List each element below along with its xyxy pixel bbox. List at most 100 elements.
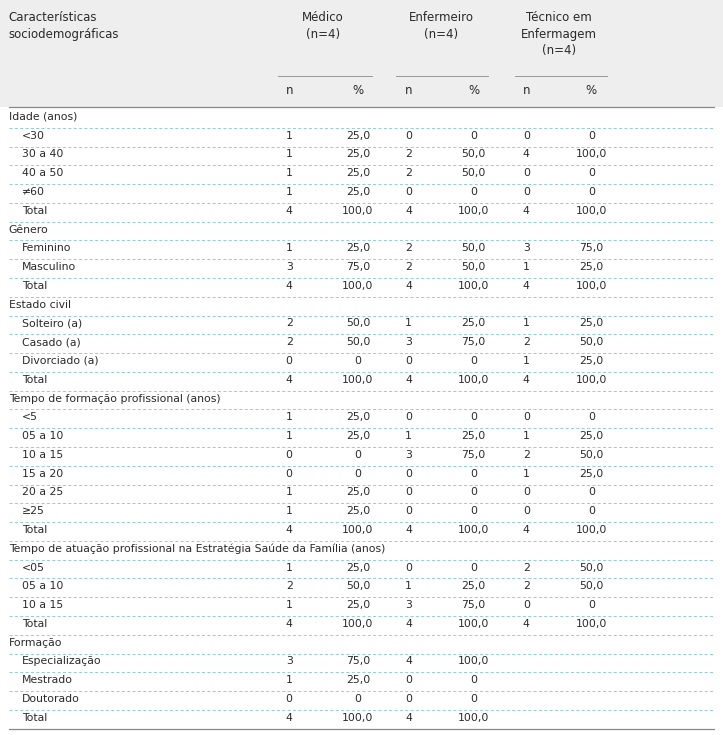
Text: 2: 2 [286, 581, 293, 591]
Text: 50,0: 50,0 [346, 581, 370, 591]
Text: 2: 2 [523, 581, 530, 591]
Text: Idade (anos): Idade (anos) [9, 112, 77, 122]
Text: Masculino: Masculino [22, 262, 76, 272]
Text: 100,0: 100,0 [576, 149, 607, 159]
Text: 75,0: 75,0 [461, 600, 486, 610]
Text: 0: 0 [354, 694, 362, 704]
Text: 1: 1 [523, 318, 530, 329]
Text: 0: 0 [405, 412, 412, 423]
Text: 2: 2 [523, 562, 530, 573]
Text: 1: 1 [523, 262, 530, 272]
Text: 25,0: 25,0 [346, 187, 370, 197]
Text: %: % [586, 84, 597, 97]
Text: 25,0: 25,0 [579, 469, 604, 478]
Text: 10 a 15: 10 a 15 [22, 450, 63, 460]
Text: <05: <05 [22, 562, 45, 573]
Text: 2: 2 [405, 262, 412, 272]
Text: 4: 4 [405, 281, 412, 291]
Text: 0: 0 [405, 131, 412, 140]
Text: 25,0: 25,0 [579, 262, 604, 272]
Text: 50,0: 50,0 [346, 318, 370, 329]
Text: 1: 1 [286, 506, 293, 516]
Text: 75,0: 75,0 [579, 243, 604, 254]
Text: 10 a 15: 10 a 15 [22, 600, 63, 610]
Text: 1: 1 [286, 675, 293, 685]
Text: 100,0: 100,0 [458, 619, 489, 629]
Text: 4: 4 [523, 281, 530, 291]
Text: 4: 4 [405, 619, 412, 629]
Text: 25,0: 25,0 [461, 581, 486, 591]
Text: 0: 0 [470, 562, 477, 573]
Text: 25,0: 25,0 [346, 149, 370, 159]
Text: 3: 3 [523, 243, 530, 254]
Text: 2: 2 [523, 337, 530, 347]
Text: 0: 0 [523, 487, 530, 498]
Text: 0: 0 [470, 469, 477, 478]
Text: 25,0: 25,0 [346, 506, 370, 516]
Text: Médico
(n=4): Médico (n=4) [302, 11, 344, 40]
Text: Mestrado: Mestrado [22, 675, 73, 685]
Text: Tempo de atuação profissional na Estratégia Saúde da Família (anos): Tempo de atuação profissional na Estraté… [9, 543, 385, 554]
Text: 25,0: 25,0 [346, 600, 370, 610]
Text: Total: Total [22, 206, 47, 216]
Text: 50,0: 50,0 [579, 337, 604, 347]
Text: 25,0: 25,0 [346, 131, 370, 140]
Text: 1: 1 [286, 168, 293, 178]
Text: 1: 1 [286, 600, 293, 610]
Text: 0: 0 [286, 469, 293, 478]
Text: 1: 1 [286, 243, 293, 254]
Text: 4: 4 [523, 149, 530, 159]
Text: 25,0: 25,0 [461, 318, 486, 329]
Text: 3: 3 [405, 600, 412, 610]
Text: 05 a 10: 05 a 10 [22, 581, 63, 591]
Text: 15 a 20: 15 a 20 [22, 469, 63, 478]
Text: Formação: Formação [9, 638, 62, 648]
Text: Total: Total [22, 281, 47, 291]
Text: 1: 1 [286, 487, 293, 498]
Text: 100,0: 100,0 [458, 375, 489, 384]
Text: 0: 0 [354, 356, 362, 366]
Text: 2: 2 [405, 243, 412, 254]
Text: 50,0: 50,0 [579, 450, 604, 460]
Text: 75,0: 75,0 [346, 262, 370, 272]
Text: 25,0: 25,0 [346, 168, 370, 178]
Text: 100,0: 100,0 [342, 525, 374, 535]
Text: 2: 2 [523, 450, 530, 460]
Text: 75,0: 75,0 [461, 337, 486, 347]
Text: 0: 0 [470, 675, 477, 685]
Text: Doutorado: Doutorado [22, 694, 80, 704]
Text: 0: 0 [405, 694, 412, 704]
Text: n: n [286, 84, 293, 97]
Text: 0: 0 [405, 187, 412, 197]
Bar [0, 0, 723, 107]
Text: Solteiro (a): Solteiro (a) [22, 318, 82, 329]
Text: 50,0: 50,0 [461, 168, 486, 178]
Text: 0: 0 [470, 694, 477, 704]
Text: Total: Total [22, 375, 47, 384]
Text: 100,0: 100,0 [342, 713, 374, 723]
Text: Gênero: Gênero [9, 225, 48, 234]
Text: 0: 0 [588, 168, 595, 178]
Text: Total: Total [22, 525, 47, 535]
Text: 50,0: 50,0 [461, 243, 486, 254]
Text: 25,0: 25,0 [346, 243, 370, 254]
Text: Divorciado (a): Divorciado (a) [22, 356, 98, 366]
Text: 0: 0 [470, 506, 477, 516]
Text: 30 a 40: 30 a 40 [22, 149, 63, 159]
Text: 0: 0 [354, 469, 362, 478]
Text: 100,0: 100,0 [342, 375, 374, 384]
Text: 1: 1 [286, 562, 293, 573]
Text: 0: 0 [354, 450, 362, 460]
Text: 0: 0 [405, 675, 412, 685]
Text: 0: 0 [588, 412, 595, 423]
Text: 100,0: 100,0 [342, 206, 374, 216]
Text: 100,0: 100,0 [576, 375, 607, 384]
Text: 1: 1 [405, 581, 412, 591]
Text: 4: 4 [286, 619, 293, 629]
Text: 100,0: 100,0 [576, 281, 607, 291]
Text: %: % [468, 84, 479, 97]
Text: 100,0: 100,0 [342, 281, 374, 291]
Text: 2: 2 [405, 149, 412, 159]
Text: 100,0: 100,0 [576, 206, 607, 216]
Text: 50,0: 50,0 [579, 581, 604, 591]
